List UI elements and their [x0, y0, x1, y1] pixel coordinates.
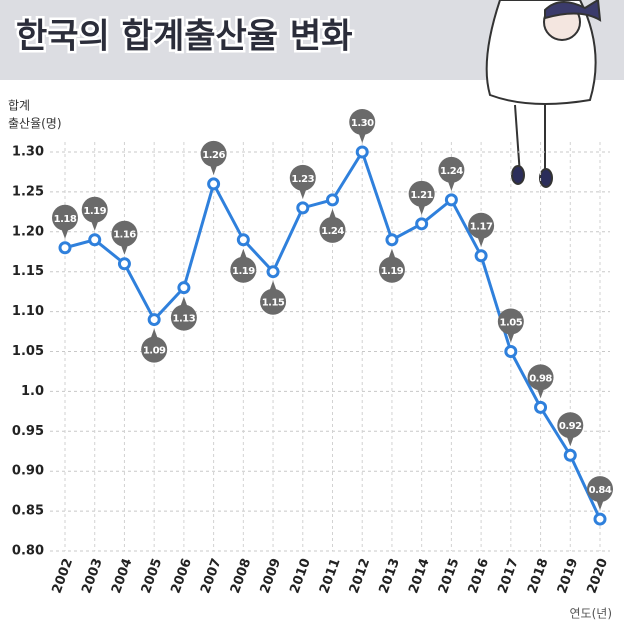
value-label: 0.98	[529, 373, 552, 384]
label-bubble	[52, 204, 78, 231]
data-point	[385, 233, 399, 247]
value-label: 1.30	[351, 118, 374, 129]
data-point	[326, 193, 339, 207]
value-label: 1.19	[232, 266, 255, 277]
y-tick-label: 1.05	[12, 344, 44, 359]
y-tick-label: 1.30	[12, 145, 44, 160]
x-axis-label: 연도(년)	[570, 607, 612, 621]
label-bubble	[587, 476, 613, 503]
x-tick-label: 2013	[377, 556, 403, 595]
data-point	[296, 201, 310, 215]
x-tick-label: 2015	[436, 556, 462, 595]
x-tick-label: 2008	[228, 556, 254, 595]
data-point	[147, 313, 161, 327]
data-point	[534, 400, 548, 414]
x-tick-label: 2016	[466, 556, 492, 595]
y-tick-label: 0.95	[12, 424, 44, 439]
label-bubble	[557, 412, 584, 439]
value-label: 1.13	[173, 314, 196, 325]
label-bubble	[438, 156, 465, 183]
x-tick-label: 2004	[109, 556, 135, 595]
y-tick-label: 1.25	[12, 184, 44, 199]
value-label: 1.26	[202, 150, 225, 161]
label-bubble	[141, 336, 168, 363]
y-axis-label: 합계	[8, 99, 30, 113]
value-label: 1.19	[83, 206, 106, 217]
x-tick-label: 2005	[139, 556, 165, 595]
label-bubble	[170, 304, 197, 331]
x-tick-label: 2019	[555, 556, 581, 595]
label-bubble	[378, 256, 405, 283]
value-label: 1.23	[291, 174, 314, 185]
value-label: 1.19	[381, 266, 404, 277]
value-label: 1.21	[410, 190, 433, 201]
data-point	[563, 448, 577, 462]
label-bubble	[111, 220, 138, 247]
x-tick-label: 2010	[287, 556, 313, 595]
x-tick-label: 2014	[406, 556, 432, 595]
x-tick-label: 2020	[585, 556, 611, 595]
data-point	[593, 512, 607, 526]
value-label: 0.84	[589, 485, 612, 496]
value-label: 1.24	[440, 166, 463, 177]
label-bubble	[81, 196, 108, 223]
label-bubble	[349, 109, 376, 135]
x-tick-label: 2018	[525, 556, 551, 595]
value-label: 1.05	[499, 318, 522, 329]
x-tick-label: 2002	[50, 556, 76, 595]
y-tick-label: 1.20	[12, 224, 44, 239]
value-label: 1.15	[262, 298, 285, 309]
y-tick-label: 1.10	[12, 304, 44, 319]
value-label: 1.17	[470, 222, 493, 233]
data-point	[266, 265, 280, 279]
x-tick-label: 2017	[495, 556, 521, 595]
value-label: 1.24	[321, 226, 344, 237]
data-point	[117, 257, 131, 271]
label-bubble	[200, 140, 227, 167]
value-label: 0.92	[559, 421, 582, 432]
label-bubble	[289, 164, 316, 191]
y-axis-label: 출산율(명)	[8, 117, 62, 131]
x-tick-label: 2009	[258, 556, 284, 595]
label-bubble	[527, 364, 554, 391]
data-point	[58, 241, 72, 255]
y-tick-label: 1.15	[12, 264, 44, 279]
label-bubble	[319, 216, 346, 243]
label-bubble	[497, 308, 524, 335]
data-point	[88, 233, 102, 247]
label-bubble	[408, 180, 435, 207]
illustration	[485, 0, 602, 188]
value-label: 1.18	[54, 214, 77, 225]
data-point	[504, 345, 518, 358]
x-tick-label: 2007	[198, 556, 224, 595]
y-tick-label: 0.85	[12, 504, 44, 519]
y-tick-label: 1.0	[21, 384, 44, 399]
label-bubble	[468, 212, 495, 239]
data-point	[444, 193, 458, 207]
value-label: 1.16	[113, 230, 136, 241]
x-tick-label: 2006	[168, 556, 194, 595]
data-point	[207, 177, 221, 191]
y-tick-label: 0.80	[12, 544, 44, 559]
y-tick-label: 0.90	[12, 464, 44, 479]
data-point	[415, 217, 429, 231]
data-point	[177, 281, 191, 295]
label-bubble	[230, 256, 257, 283]
x-tick-label: 2012	[347, 556, 373, 595]
label-bubble	[260, 288, 287, 315]
value-label: 1.09	[143, 346, 166, 357]
data-point	[236, 233, 250, 247]
data-point	[355, 145, 369, 159]
data-point	[474, 249, 488, 263]
chart-title: 한국의 합계출산율 변화	[16, 17, 352, 57]
x-tick-label: 2003	[79, 556, 105, 595]
x-tick-label: 2011	[317, 556, 343, 595]
